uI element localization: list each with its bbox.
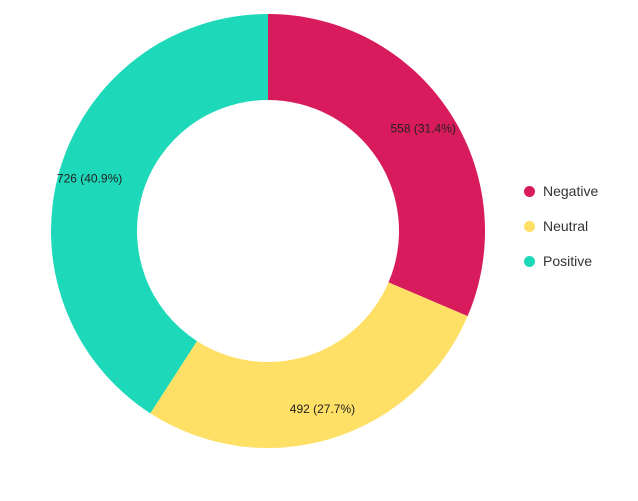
slice-negative[interactable]: [268, 14, 485, 317]
slice-neutral[interactable]: [150, 282, 468, 448]
legend-dot-negative: [524, 185, 535, 197]
labels-group: 558 (31.4%) 492 (27.7%) 726 (40.9%): [57, 121, 456, 415]
legend-item-negative[interactable]: Negative: [524, 180, 634, 202]
slice-label-negative: 558 (31.4%): [391, 121, 456, 135]
legend-dot-positive: [524, 255, 535, 267]
slice-positive[interactable]: [50, 14, 269, 414]
legend-item-positive[interactable]: Positive: [524, 250, 634, 272]
legend: Negative Neutral Positive: [524, 180, 634, 285]
slice-label-positive: 726 (40.9%): [57, 171, 122, 185]
legend-item-neutral[interactable]: Neutral: [524, 215, 634, 237]
legend-label-positive: Positive: [543, 253, 593, 269]
slices-group: [50, 14, 485, 448]
slice-label-neutral: 492 (27.7%): [290, 402, 355, 416]
legend-label-negative: Negative: [543, 183, 599, 199]
legend-label-neutral: Neutral: [543, 218, 589, 234]
legend-dot-neutral: [524, 220, 535, 232]
